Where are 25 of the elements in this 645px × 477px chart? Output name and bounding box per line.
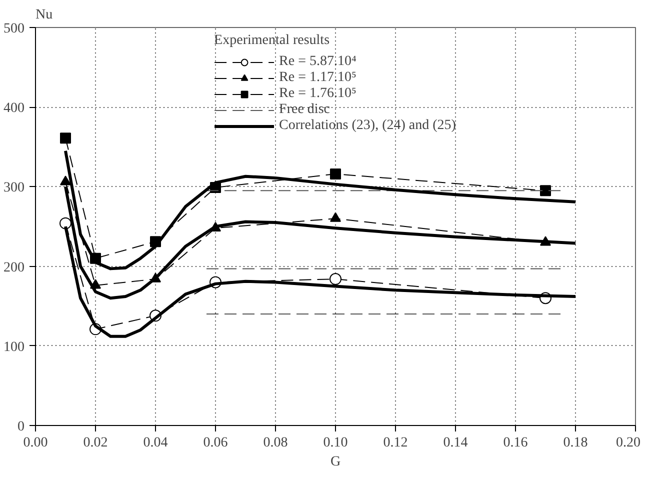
y-tick-label: 200: [4, 260, 24, 276]
x-tick-label: 0.06: [203, 436, 228, 450]
y-tick-label: 300: [4, 180, 24, 196]
legend-label: Correlations (23), (24) and (25): [279, 118, 456, 134]
x-tick-label: 0.16: [503, 436, 528, 450]
x-tick-label: 0.10: [323, 436, 348, 450]
x-tick-label: 0.14: [443, 436, 468, 450]
x-tick-label: 0.20: [616, 436, 640, 450]
y-tick-label: 100: [4, 340, 24, 355]
x-tick-label: 0.00: [23, 436, 48, 450]
legend-title: Experimental results: [214, 33, 331, 49]
y-tick-label: 500: [4, 22, 24, 36]
legend-label: Re = 5.87.10⁴: [279, 54, 356, 70]
x-tick-label: 0.02: [83, 436, 108, 450]
x-tick-label: 0.04: [143, 436, 168, 450]
x-axis-title: G: [330, 454, 341, 470]
x-tick-label: 0.08: [263, 436, 288, 450]
y-axis-title: Nu: [36, 8, 53, 22]
legend-label: Re = 1.17.10⁵: [279, 70, 356, 86]
legend-label: Free disc: [279, 102, 330, 118]
y-tick-label: 0: [18, 420, 24, 434]
x-tick-label: 0.18: [563, 436, 588, 450]
legend-label: Re = 1.76.10⁵: [279, 86, 356, 102]
y-tick-label: 400: [4, 101, 24, 116]
x-tick-label: 0.12: [383, 436, 408, 450]
